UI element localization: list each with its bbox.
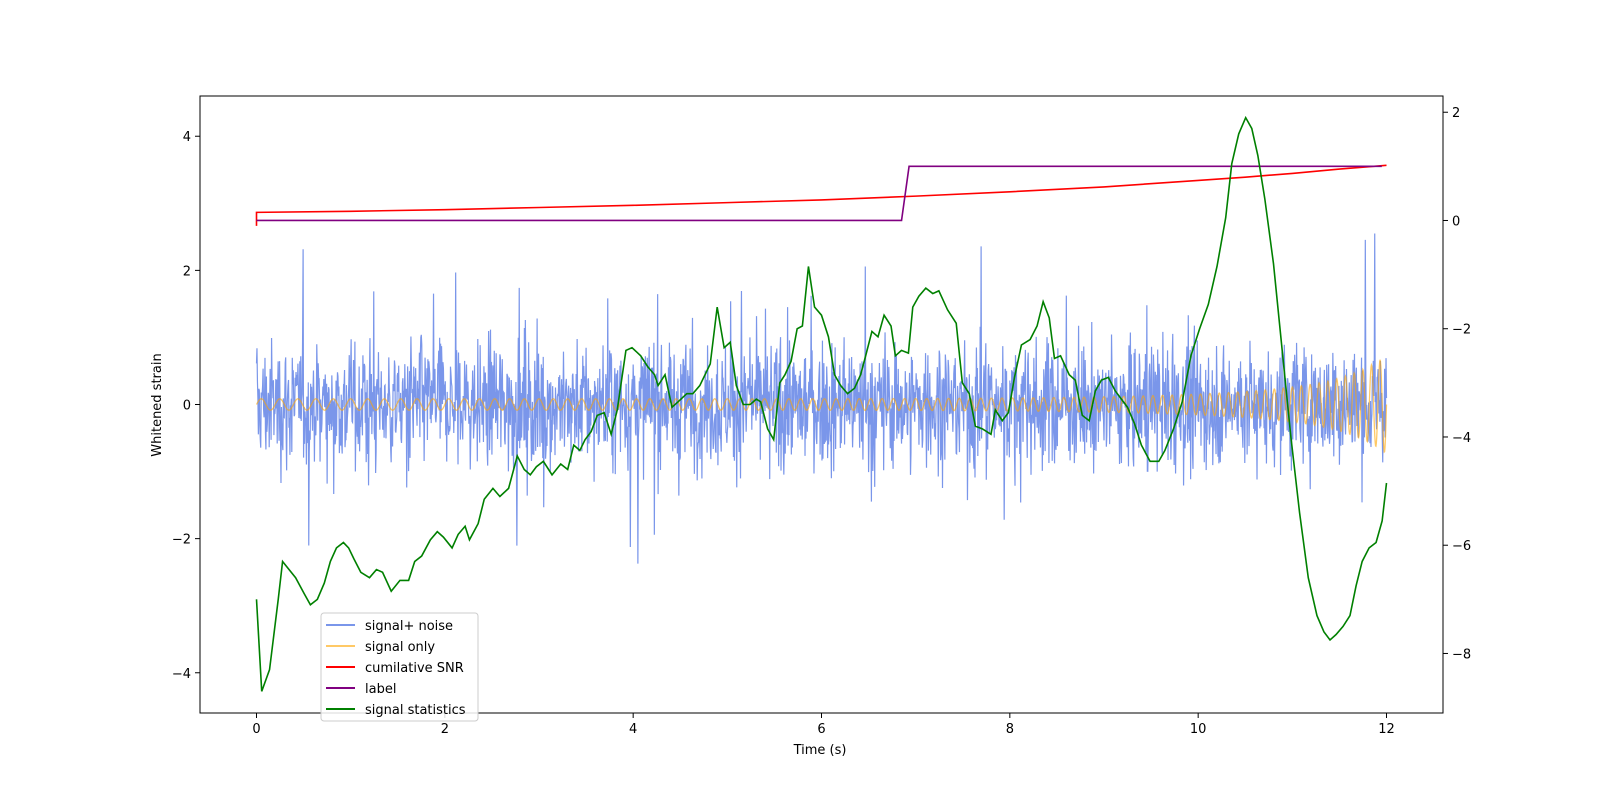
y-tick-label: 0 bbox=[183, 399, 191, 414]
x-tick-label: 6 bbox=[817, 722, 825, 737]
legend-label-signal-noise: signal+ noise bbox=[365, 619, 453, 634]
series-signal-statistics bbox=[255, 115, 1388, 692]
y2-tick-label: −2 bbox=[1452, 323, 1471, 338]
series-signal-noise bbox=[255, 233, 1388, 564]
y-tick-label: 2 bbox=[183, 264, 191, 279]
y2-tick-label: −8 bbox=[1452, 647, 1471, 662]
y-tick-label: 4 bbox=[183, 130, 191, 145]
x-tick-label: 12 bbox=[1378, 722, 1395, 737]
x-tick-label: 2 bbox=[441, 722, 449, 737]
legend-label-signal-only: signal only bbox=[365, 640, 435, 655]
x-tick-label: 8 bbox=[1006, 722, 1014, 737]
legend: signal+ noise signal only cumilative SNR… bbox=[320, 612, 479, 722]
legend-label-label: label bbox=[365, 682, 396, 697]
legend-box bbox=[320, 612, 479, 722]
y-tick-label: −4 bbox=[172, 667, 191, 682]
x-tick-label: 0 bbox=[252, 722, 260, 737]
x-tick-label: 4 bbox=[629, 722, 637, 737]
series-signal-only bbox=[255, 359, 1388, 454]
y2-tick-label: 2 bbox=[1452, 106, 1460, 121]
y-axis-right: −8 −6 −4 −2 0 2 bbox=[1443, 106, 1471, 662]
y2-tick-label: −6 bbox=[1452, 539, 1471, 554]
legend-label-snr: cumilative SNR bbox=[365, 661, 464, 676]
y-tick-label: −2 bbox=[172, 533, 191, 548]
legend-label-stats: signal statistics bbox=[365, 703, 466, 718]
y-axis-label: Whitened strain bbox=[150, 353, 165, 456]
series-layer bbox=[255, 115, 1388, 692]
x-axis-label: Time (s) bbox=[793, 743, 847, 758]
y2-tick-label: 0 bbox=[1452, 214, 1460, 229]
series-label bbox=[256, 165, 1382, 222]
y-axis-left: −4 −2 0 2 4 bbox=[172, 130, 200, 682]
series-cumilative-snr bbox=[255, 164, 1387, 226]
x-tick-label: 10 bbox=[1190, 722, 1207, 737]
y2-tick-label: −4 bbox=[1452, 431, 1471, 446]
